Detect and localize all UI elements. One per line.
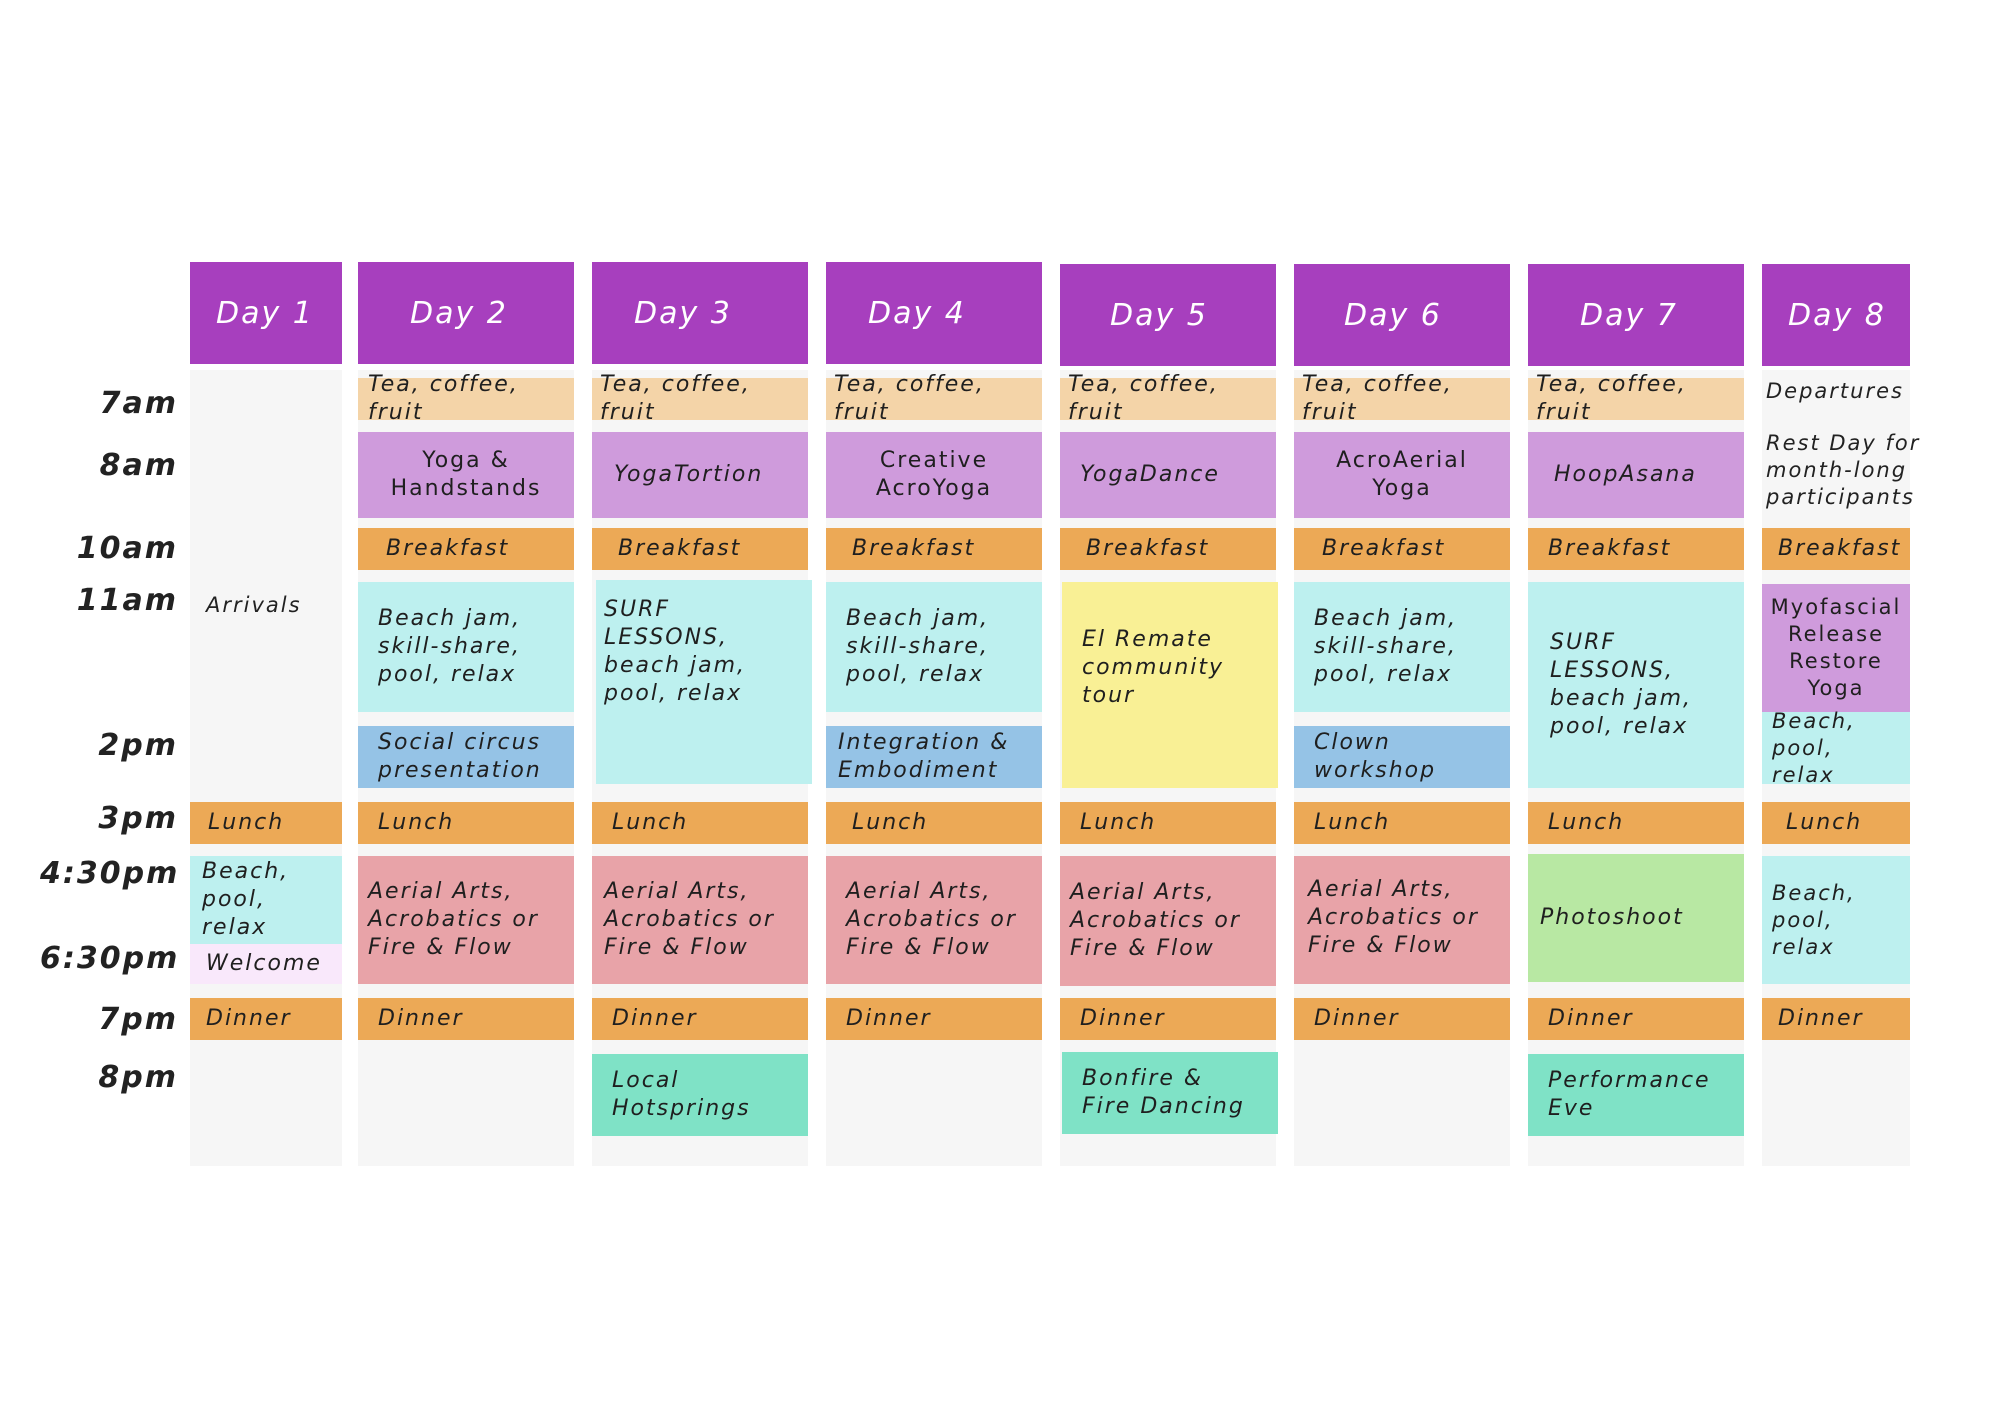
- day-4-yoga: Creative AcroYoga: [826, 432, 1042, 518]
- day-3-midday: SURF LESSONS, beach jam, pool, relax: [596, 580, 812, 784]
- day-2-midday: Beach jam, skill-share, pool, relax: [358, 582, 574, 712]
- day-7-afternoon: Photoshoot: [1528, 854, 1744, 982]
- time-label: 11am: [76, 583, 178, 618]
- day-4-tea: Tea, coffee, fruit: [826, 372, 1042, 425]
- day-5-midday: El Remate community tour: [1062, 582, 1278, 788]
- day-8-header: Day 8: [1762, 264, 1910, 366]
- day-7-lunch: Lunch: [1528, 802, 1744, 844]
- day-3-breakfast: Breakfast: [592, 528, 808, 570]
- day-4-breakfast: Breakfast: [826, 528, 1042, 570]
- day-6-tea: Tea, coffee, fruit: [1294, 372, 1510, 425]
- day-2-talk: Social circus presentation: [358, 726, 574, 788]
- day-2-breakfast: Breakfast: [358, 528, 574, 570]
- day-5-lunch: Lunch: [1060, 802, 1276, 844]
- day-1-afternoon: Beach, pool, relax: [190, 856, 342, 944]
- day-7-evening: Performance Eve: [1528, 1054, 1744, 1136]
- day-8-breakfast: Breakfast: [1762, 528, 1910, 570]
- day-3-dinner: Dinner: [592, 998, 808, 1040]
- day-1-welcome: Welcome: [190, 944, 342, 984]
- day-3-yoga: YogaTortion: [592, 432, 808, 518]
- day-7-midday: SURF LESSONS, beach jam, pool, relax: [1528, 582, 1744, 788]
- day-2-header: Day 2: [358, 262, 574, 364]
- day-3-afternoon: Aerial Arts, Acrobatics or Fire & Flow: [592, 856, 808, 984]
- day-8-yoga: Myofascial Release Restore Yoga: [1762, 584, 1910, 712]
- day-6-afternoon: Aerial Arts, Acrobatics or Fire & Flow: [1294, 856, 1510, 984]
- day-6-dinner: Dinner: [1294, 998, 1510, 1040]
- arrivals-note: Arrivals: [206, 593, 302, 617]
- time-label: 4:30pm: [40, 856, 180, 891]
- day-6-talk: Clown workshop: [1294, 726, 1510, 788]
- rest-day-note: Rest Day for month-long participants: [1766, 431, 1921, 509]
- time-label: 10am: [76, 531, 178, 566]
- time-label: 7pm: [98, 1002, 178, 1037]
- time-label: 2pm: [98, 728, 178, 763]
- time-label: 8pm: [98, 1060, 178, 1095]
- day-4-midday: Beach jam, skill-share, pool, relax: [826, 582, 1042, 712]
- day-5-afternoon: Aerial Arts, Acrobatics or Fire & Flow: [1060, 856, 1276, 986]
- day-6-header: Day 6: [1294, 264, 1510, 366]
- day-2-tea: Tea, coffee, fruit: [358, 372, 574, 425]
- day-4-dinner: Dinner: [826, 998, 1042, 1040]
- day-3-evening: Local Hotsprings: [592, 1054, 808, 1136]
- day-1-lunch: Lunch: [190, 802, 342, 844]
- day-1-header: Day 1: [190, 262, 342, 364]
- day-5-breakfast: Breakfast: [1060, 528, 1276, 570]
- day-6-yoga: AcroAerial Yoga: [1294, 432, 1510, 518]
- day-6-lunch: Lunch: [1294, 802, 1510, 844]
- day-8-midday: Beach, pool, relax: [1762, 709, 1910, 787]
- day-8-lunch: Lunch: [1762, 802, 1910, 844]
- time-label: 3pm: [98, 801, 178, 836]
- day-7-yoga: HoopAsana: [1528, 432, 1744, 518]
- day-1-column: [190, 370, 342, 1166]
- day-5-dinner: Dinner: [1060, 998, 1276, 1040]
- day-5-evening: Bonfire & Fire Dancing: [1062, 1052, 1278, 1134]
- day-5-tea: Tea, coffee, fruit: [1060, 372, 1276, 425]
- day-3-tea: Tea, coffee, fruit: [592, 372, 808, 425]
- day-3-lunch: Lunch: [592, 802, 808, 844]
- day-3-header: Day 3: [592, 262, 808, 364]
- day-4-lunch: Lunch: [826, 802, 1042, 844]
- day-7-dinner: Dinner: [1528, 998, 1744, 1040]
- day-7-breakfast: Breakfast: [1528, 528, 1744, 570]
- time-label: 8am: [99, 448, 178, 483]
- day-2-lunch: Lunch: [358, 802, 574, 844]
- day-8-afternoon: Beach, pool, relax: [1762, 856, 1910, 984]
- day-2-yoga: Yoga & Handstands: [358, 432, 574, 518]
- day-6-midday: Beach jam, skill-share, pool, relax: [1294, 582, 1510, 712]
- day-8-dinner: Dinner: [1762, 998, 1910, 1040]
- time-label: 7am: [99, 386, 178, 421]
- day-4-talk: Integration & Embodiment: [826, 726, 1042, 788]
- time-label: 6:30pm: [40, 941, 180, 976]
- day-6-breakfast: Breakfast: [1294, 528, 1510, 570]
- day-5-header: Day 5: [1060, 264, 1276, 366]
- day-4-afternoon: Aerial Arts, Acrobatics or Fire & Flow: [826, 856, 1042, 984]
- day-5-yoga: YogaDance: [1060, 432, 1276, 518]
- day-4-header: Day 4: [826, 262, 1042, 364]
- day-7-header: Day 7: [1528, 264, 1744, 366]
- departures-note: Departures: [1766, 379, 1904, 403]
- day-2-dinner: Dinner: [358, 998, 574, 1040]
- day-1-dinner: Dinner: [190, 998, 342, 1040]
- day-7-tea: Tea, coffee, fruit: [1528, 372, 1744, 425]
- day-2-afternoon: Aerial Arts, Acrobatics or Fire & Flow: [358, 856, 574, 984]
